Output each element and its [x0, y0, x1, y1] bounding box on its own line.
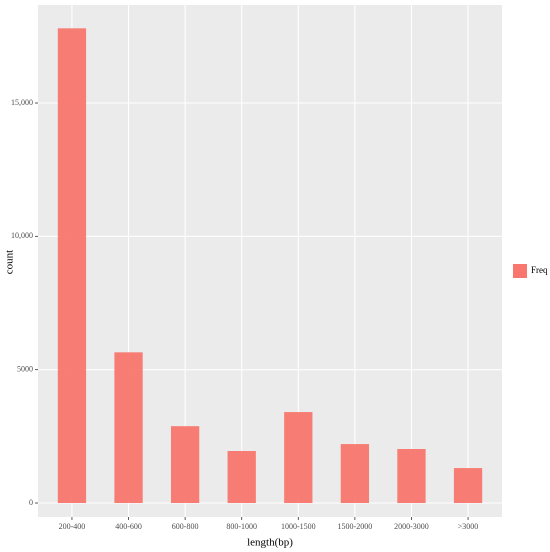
- bar: [397, 449, 426, 503]
- y-axis-title: count: [4, 250, 16, 274]
- x-tick-label: 1000-1500: [281, 522, 316, 531]
- y-tick-label: 0: [29, 498, 33, 507]
- y-tick-label: 10,000: [11, 231, 33, 240]
- bar: [227, 451, 256, 503]
- bar: [453, 468, 483, 503]
- bar: [57, 28, 87, 503]
- bar: [114, 352, 143, 503]
- x-tick-label: 600-800: [172, 522, 199, 531]
- y-tick-label: 5000: [17, 364, 33, 373]
- x-axis-title: length(bp): [247, 537, 293, 549]
- legend-label: Freq: [531, 265, 548, 275]
- bar: [170, 426, 200, 503]
- x-tick-label: 2000-3000: [394, 522, 429, 531]
- x-tick-label: 200-400: [59, 522, 86, 531]
- x-tick-label: 400-600: [115, 522, 142, 531]
- x-tick-label: 800-1000: [226, 522, 257, 531]
- bar: [340, 444, 370, 503]
- panel: [38, 5, 502, 517]
- x-tick-label: >3000: [458, 522, 479, 531]
- legend-swatch: [513, 264, 527, 278]
- y-tick-label: 15,000: [11, 98, 33, 107]
- x-tick-label: 1500-2000: [338, 522, 373, 531]
- bar: [284, 412, 313, 503]
